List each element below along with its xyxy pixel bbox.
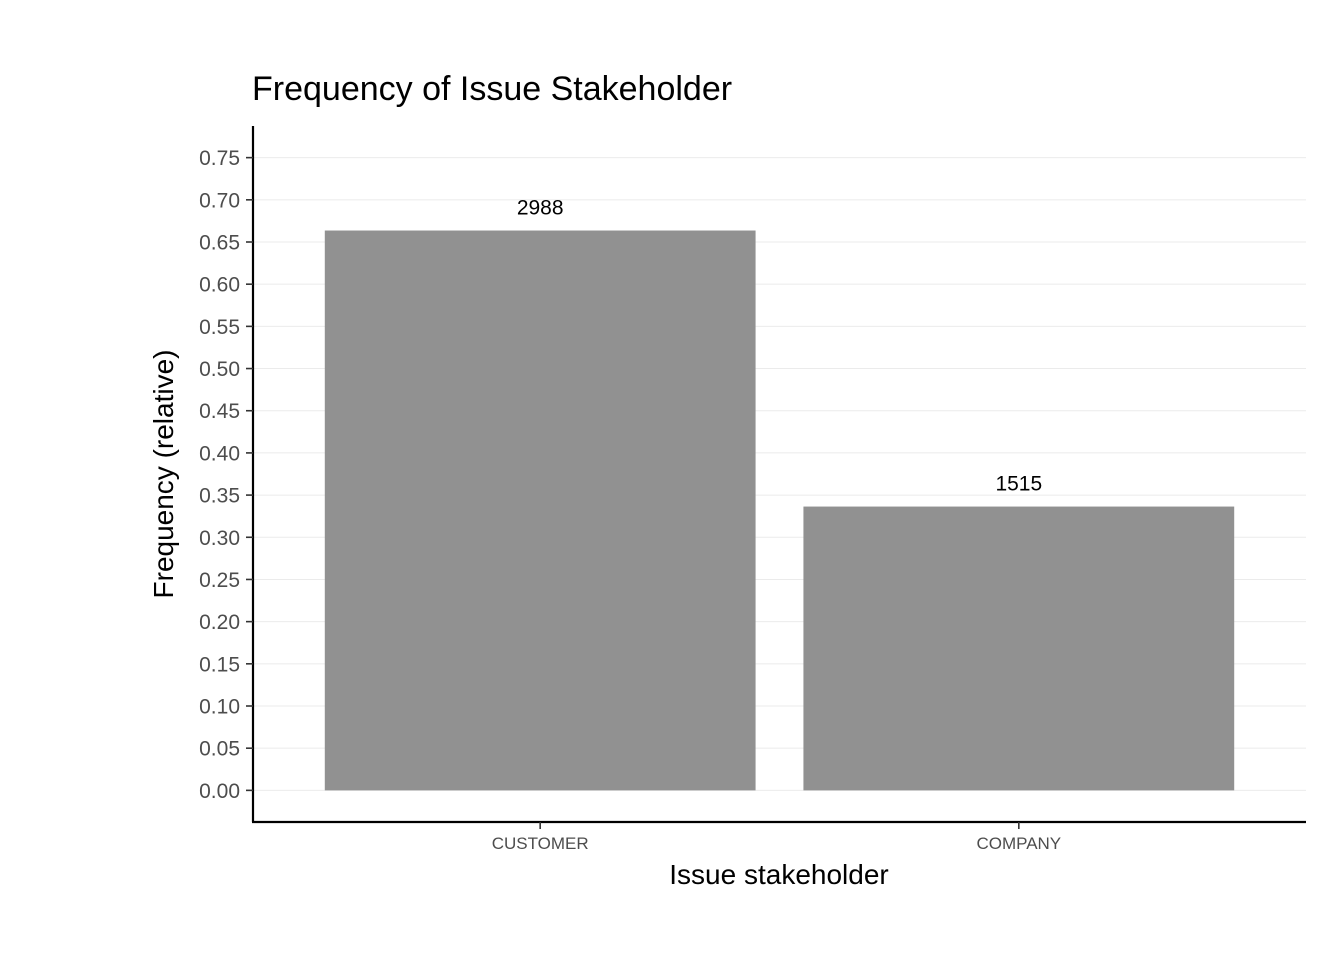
y-axis-title: Frequency (relative) <box>148 350 179 599</box>
y-tick-label: 0.50 <box>199 358 240 381</box>
data-label: 2988 <box>517 197 564 220</box>
x-axis-ticks: CUSTOMER COMPANY <box>492 822 1061 853</box>
y-tick-label: 0.00 <box>199 780 240 803</box>
y-tick-label: 0.20 <box>199 611 240 634</box>
data-labels: 2988 1515 <box>517 197 1042 496</box>
y-tick-label: 0.70 <box>199 189 240 212</box>
y-tick-label: 0.65 <box>199 232 240 255</box>
y-tick-label: 0.25 <box>199 569 240 592</box>
y-tick-label: 0.30 <box>199 527 240 550</box>
y-axis-ticks: 0.00 0.05 0.10 0.15 0.20 0.25 0.30 0.35 0.40 0.45… <box>199 147 253 803</box>
bar-customer <box>324 230 756 791</box>
x-axis-title: Issue stakeholder <box>669 859 888 890</box>
data-label: 1515 <box>995 473 1042 496</box>
bar-company <box>803 506 1235 791</box>
chart-title: Frequency of Issue Stakeholder <box>252 70 732 108</box>
x-tick-label: COMPANY <box>976 834 1061 853</box>
y-tick-label: 0.10 <box>199 696 240 719</box>
y-tick-label: 0.35 <box>199 485 240 508</box>
bars <box>324 230 1235 791</box>
y-tick-label: 0.60 <box>199 274 240 297</box>
y-tick-label: 0.40 <box>199 442 240 465</box>
y-tick-label: 0.15 <box>199 653 240 676</box>
y-tick-label: 0.45 <box>199 400 240 423</box>
y-tick-label: 0.55 <box>199 316 240 339</box>
x-tick-label: CUSTOMER <box>492 834 589 853</box>
y-tick-label: 0.05 <box>199 738 240 761</box>
y-tick-label: 0.75 <box>199 147 240 170</box>
